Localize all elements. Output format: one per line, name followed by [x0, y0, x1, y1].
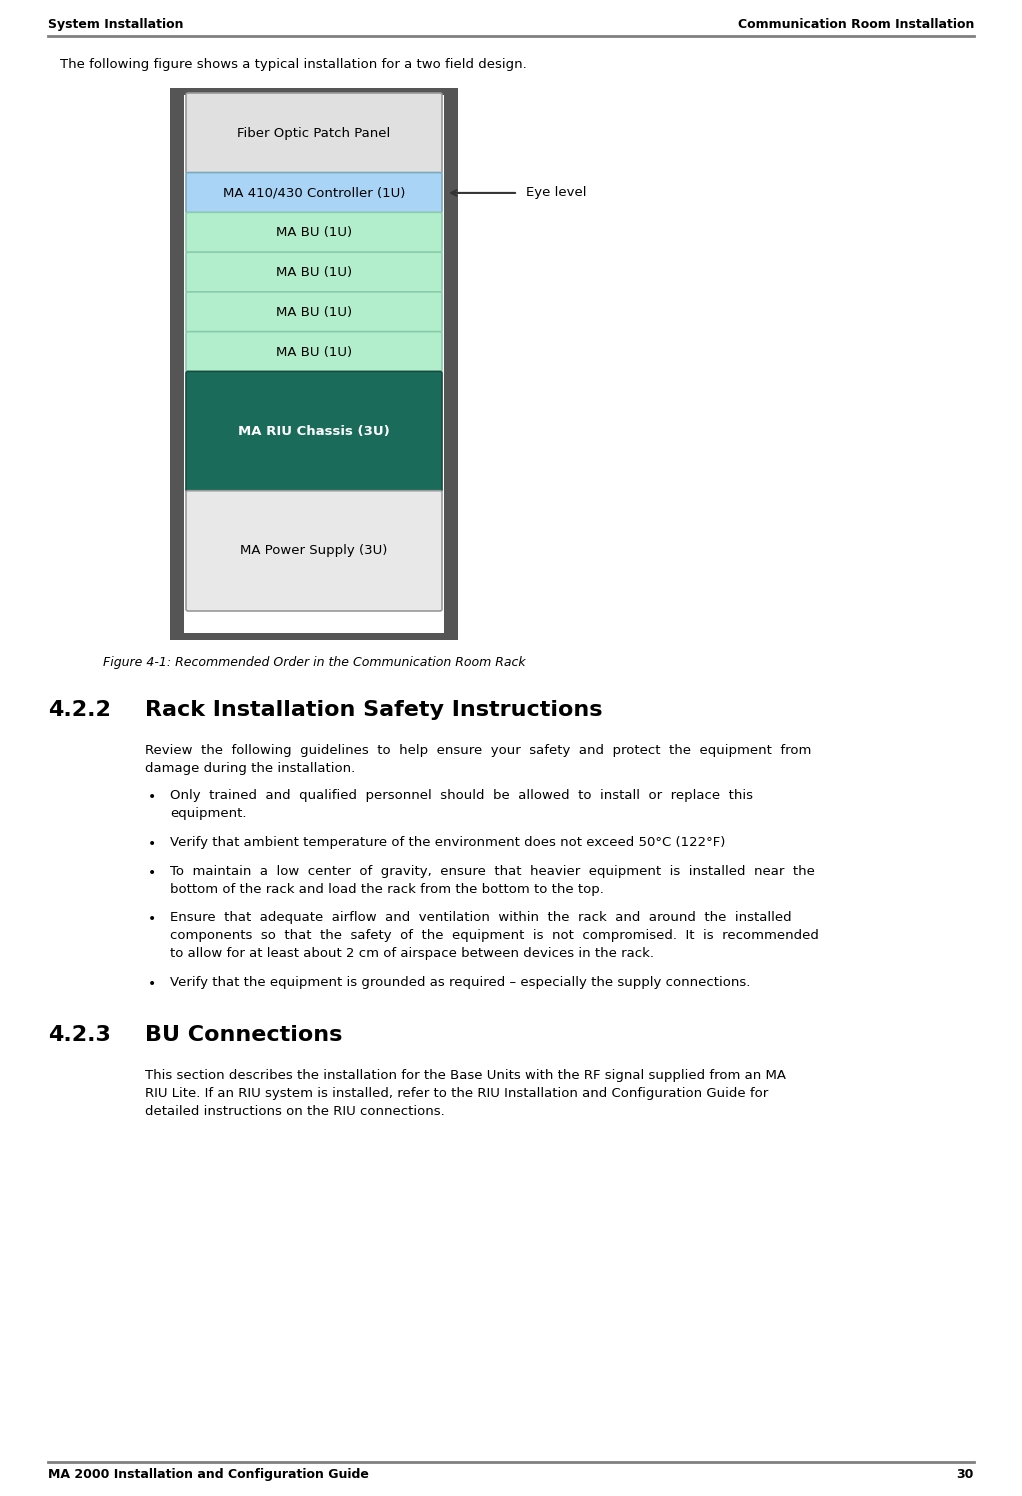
FancyBboxPatch shape	[186, 292, 442, 332]
FancyBboxPatch shape	[186, 332, 442, 373]
FancyBboxPatch shape	[186, 491, 442, 610]
Text: 30: 30	[957, 1468, 974, 1481]
Text: bottom of the rack and load the rack from the bottom to the top.: bottom of the rack and load the rack fro…	[170, 883, 604, 896]
Text: MA Power Supply (3U): MA Power Supply (3U)	[240, 545, 387, 558]
Text: •: •	[148, 836, 156, 851]
Text: To  maintain  a  low  center  of  gravity,  ensure  that  heavier  equipment  is: To maintain a low center of gravity, ens…	[170, 865, 815, 878]
Text: Communication Room Installation: Communication Room Installation	[738, 18, 974, 31]
Text: damage during the installation.: damage during the installation.	[145, 761, 356, 775]
Text: •: •	[148, 790, 156, 803]
FancyBboxPatch shape	[186, 172, 442, 214]
Text: •: •	[148, 866, 156, 880]
Text: Only  trained  and  qualified  personnel  should  be  allowed  to  install  or  : Only trained and qualified personnel sho…	[170, 788, 753, 802]
Bar	[170, 633, 458, 640]
Text: 4.2.2: 4.2.2	[48, 700, 110, 720]
Text: Fiber Optic Patch Panel: Fiber Optic Patch Panel	[237, 127, 390, 139]
Text: MA RIU Chassis (3U): MA RIU Chassis (3U)	[238, 425, 389, 438]
FancyBboxPatch shape	[186, 93, 442, 174]
Text: Verify that the equipment is grounded as required – especially the supply connec: Verify that the equipment is grounded as…	[170, 977, 750, 989]
Text: MA BU (1U): MA BU (1U)	[276, 266, 352, 278]
Text: System Installation: System Installation	[48, 18, 184, 31]
Bar	[170, 88, 458, 96]
Text: MA BU (1U): MA BU (1U)	[276, 346, 352, 359]
Text: The following figure shows a typical installation for a two field design.: The following figure shows a typical ins…	[60, 58, 526, 70]
Bar	[444, 88, 458, 640]
FancyBboxPatch shape	[186, 371, 442, 492]
Text: Review  the  following  guidelines  to  help  ensure  your  safety  and  protect: Review the following guidelines to help …	[145, 744, 811, 757]
Text: MA 410/430 Controller (1U): MA 410/430 Controller (1U)	[223, 187, 405, 199]
Text: Verify that ambient temperature of the environment does not exceed 50°C (122°F): Verify that ambient temperature of the e…	[170, 836, 726, 848]
Text: components  so  that  the  safety  of  the  equipment  is  not  compromised.  It: components so that the safety of the equ…	[170, 929, 819, 942]
Bar	[170, 88, 184, 640]
Text: •: •	[148, 977, 156, 992]
Text: MA BU (1U): MA BU (1U)	[276, 305, 352, 319]
Text: Figure 4-1: Recommended Order in the Communication Room Rack: Figure 4-1: Recommended Order in the Com…	[102, 657, 525, 669]
FancyBboxPatch shape	[186, 212, 442, 253]
Text: 4.2.3: 4.2.3	[48, 1025, 110, 1046]
Text: to allow for at least about 2 cm of airspace between devices in the rack.: to allow for at least about 2 cm of airs…	[170, 947, 654, 960]
Text: This section describes the installation for the Base Units with the RF signal su: This section describes the installation …	[145, 1070, 786, 1082]
Text: •: •	[148, 913, 156, 926]
Text: Rack Installation Safety Instructions: Rack Installation Safety Instructions	[145, 700, 603, 720]
Text: RIU Lite. If an RIU system is installed, refer to the RIU Installation and Confi: RIU Lite. If an RIU system is installed,…	[145, 1088, 769, 1100]
Text: equipment.: equipment.	[170, 806, 246, 820]
Text: MA BU (1U): MA BU (1U)	[276, 226, 352, 239]
Text: detailed instructions on the RIU connections.: detailed instructions on the RIU connect…	[145, 1106, 445, 1118]
Text: Ensure  that  adequate  airflow  and  ventilation  within  the  rack  and  aroun: Ensure that adequate airflow and ventila…	[170, 911, 792, 925]
Text: Eye level: Eye level	[526, 187, 587, 199]
FancyBboxPatch shape	[186, 253, 442, 293]
Text: MA 2000 Installation and Configuration Guide: MA 2000 Installation and Configuration G…	[48, 1468, 369, 1481]
Text: BU Connections: BU Connections	[145, 1025, 342, 1046]
